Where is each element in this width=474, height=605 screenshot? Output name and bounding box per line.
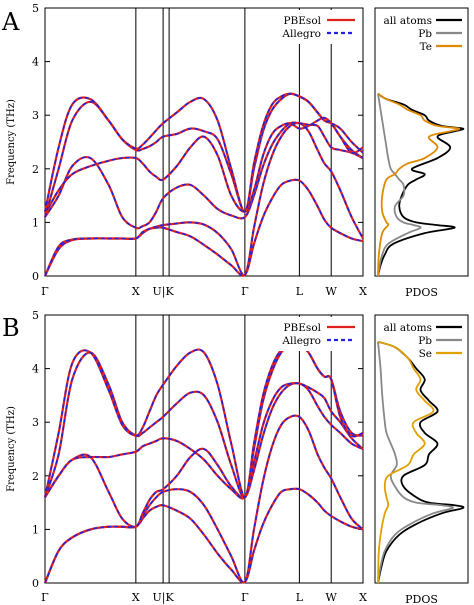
y-tick-label: 0 <box>32 577 39 590</box>
pdos-axis-label: PDOS <box>405 286 438 299</box>
x-tick-label: U|K <box>153 285 175 299</box>
band-allegro-4 <box>44 92 364 218</box>
panel-letter: A <box>1 8 20 36</box>
pdos-legend-entry: Pb <box>418 28 432 40</box>
band-pbesol-0 <box>43 487 364 584</box>
y-tick-label: 1 <box>32 523 39 536</box>
pdos-curve-all-atoms <box>377 92 465 277</box>
legend-bg <box>271 317 361 351</box>
pdos-curve-all-atoms <box>377 340 465 584</box>
y-axis-label: Frequency (THz) <box>6 99 17 185</box>
y-tick-label: 4 <box>32 56 39 69</box>
plot-frame <box>44 7 364 277</box>
panel-letter: B <box>2 314 20 342</box>
pdos-frame <box>374 7 469 277</box>
x-tick-label: X <box>132 285 140 298</box>
x-tick-label: Γ <box>41 285 49 298</box>
band-pbesol-2 <box>44 121 364 230</box>
pdos-curve-se <box>377 340 435 584</box>
pdos-legend-entry: all atoms <box>384 15 432 27</box>
pdos-curve-te <box>377 92 461 277</box>
band-allegro-1 <box>44 414 364 584</box>
x-tick-label: L <box>296 591 304 604</box>
x-tick-label: W <box>326 591 338 604</box>
band-allegro-5 <box>44 92 364 213</box>
panel-a: A 0 1 2 3 4 5 Frequency (THz) Γ X U|K Γ L W X PBEsolAll… <box>1 2 469 299</box>
legend-entry: Allegro <box>281 335 321 347</box>
pdos-legend-entry: all atoms <box>384 322 432 334</box>
x-tick-label: U|K <box>153 591 175 605</box>
panel-b: B 0 1 2 3 4 5 Frequency (THz) Γ X U|K Γ L W X PBEsolAll… <box>2 309 469 605</box>
x-tick-label: X <box>132 591 140 604</box>
x-tick-label: W <box>326 285 338 298</box>
band-allegro-2 <box>44 382 364 528</box>
x-tick-label: Γ <box>41 591 49 604</box>
pdos-legend-entry: Se <box>419 348 432 360</box>
band-series <box>43 342 364 584</box>
band-pbesol-4 <box>43 92 364 218</box>
y-tick-label: 2 <box>32 163 39 176</box>
band-allegro-3 <box>44 382 364 500</box>
x-tick-label: L <box>296 285 304 298</box>
pdos-legend-entry: Te <box>420 41 432 53</box>
y-axis-label: Frequency (THz) <box>6 406 17 492</box>
pdos-curve-pb <box>377 341 454 584</box>
band-allegro-2 <box>44 121 364 230</box>
band-pbesol-5 <box>43 92 364 213</box>
y-tick-label: 0 <box>32 270 39 283</box>
band-series <box>43 92 364 277</box>
y-tick-label: 5 <box>32 309 39 322</box>
legend-entry: Allegro <box>281 28 321 40</box>
x-tick-label: Γ <box>241 591 249 604</box>
band-allegro-0 <box>44 178 364 277</box>
pdos-curve-pb <box>377 93 422 277</box>
pdos-axis-label: PDOS <box>405 593 438 605</box>
band-allegro-5 <box>44 342 364 499</box>
pdos-legend-entry: Pb <box>418 335 432 347</box>
legend-bg <box>271 10 361 44</box>
x-tick-label: X <box>359 285 367 298</box>
band-allegro-3 <box>44 117 364 215</box>
band-allegro-1 <box>44 122 364 277</box>
y-tick-label: 1 <box>32 216 39 229</box>
legend-entry: PBEsol <box>283 322 321 334</box>
x-tick-label: X <box>359 591 367 604</box>
y-tick-label: 2 <box>32 470 39 483</box>
y-tick-label: 3 <box>32 109 39 122</box>
legend-entry: PBEsol <box>283 15 321 27</box>
y-tick-label: 3 <box>32 416 39 429</box>
x-tick-label: Γ <box>241 285 249 298</box>
y-tick-label: 4 <box>32 363 39 376</box>
y-tick-label: 5 <box>32 2 39 15</box>
band-pbesol-5 <box>43 342 364 499</box>
pdos-frame <box>374 314 469 584</box>
